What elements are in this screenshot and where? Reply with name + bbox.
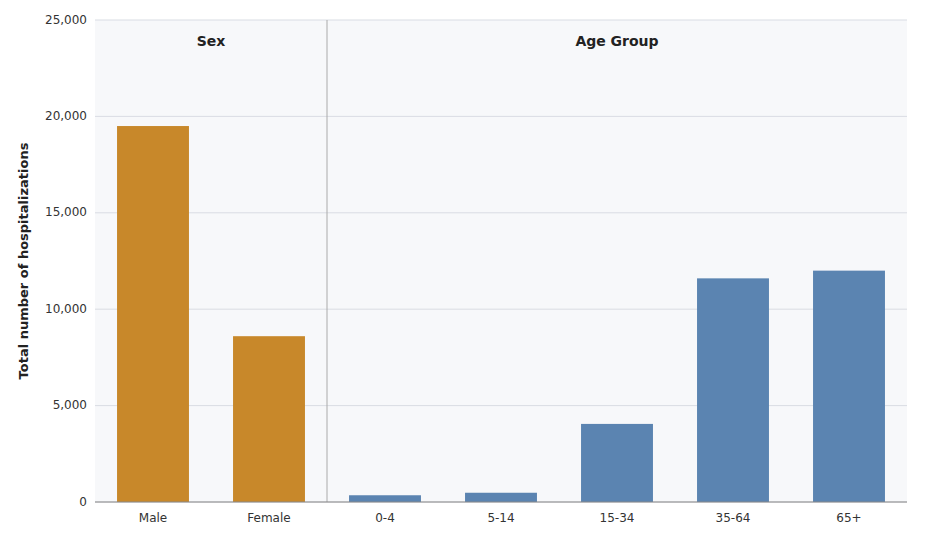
x-axis-line	[95, 502, 907, 503]
bar	[233, 336, 305, 502]
chart-container: 0 5,000 10,000 15,000 20,000 25,000 Male Female…	[0, 0, 927, 550]
group-label: Sex	[197, 33, 226, 49]
x-tick-label: 5-14	[487, 511, 514, 525]
y-tick-label: 0	[79, 495, 87, 509]
grid-line	[95, 502, 907, 503]
bar	[117, 126, 189, 502]
y-tick-label: 5,000	[53, 398, 87, 412]
group-divider	[327, 20, 328, 502]
x-tick-label: 0-4	[375, 511, 395, 525]
y-tick-label: 25,000	[45, 13, 87, 27]
grid	[95, 20, 907, 502]
x-tick-label: 65+	[836, 511, 861, 525]
grid-line	[95, 212, 907, 213]
y-tick-label: 15,000	[45, 205, 87, 219]
grid-line	[95, 20, 907, 21]
bar	[465, 493, 537, 502]
bar	[813, 271, 885, 502]
x-tick-label: 35-64	[716, 511, 751, 525]
x-tick-label: 15-34	[600, 511, 635, 525]
y-ticks: 0 5,000 10,000 15,000 20,000 25,000	[45, 13, 87, 509]
bar	[349, 495, 421, 502]
x-tick-label: Female	[247, 511, 290, 525]
bar	[697, 278, 769, 502]
y-axis-label: Total number of hospitalizations	[16, 142, 31, 379]
grid-line	[95, 405, 907, 406]
bars	[117, 126, 885, 502]
plot-area	[95, 20, 907, 502]
y-tick-label: 10,000	[45, 302, 87, 316]
x-ticks: Male Female 0-4 5-14 15-34 35-64 65+	[139, 511, 862, 525]
grid-line	[95, 309, 907, 310]
group-label: Age Group	[575, 33, 658, 49]
chart: 0 5,000 10,000 15,000 20,000 25,000 Male Female…	[0, 0, 927, 550]
x-tick-label: Male	[139, 511, 167, 525]
group-labels: Sex Age Group	[197, 33, 659, 49]
bar	[581, 424, 653, 502]
y-tick-label: 20,000	[45, 109, 87, 123]
grid-line	[95, 116, 907, 117]
